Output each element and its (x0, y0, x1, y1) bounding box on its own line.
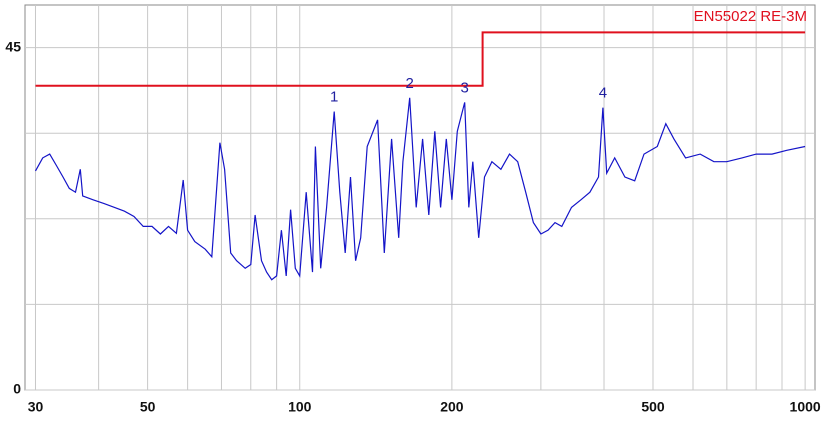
x-tick-label: 100 (288, 399, 312, 415)
x-tick-label: 50 (140, 399, 156, 415)
marker-label: 2 (405, 75, 413, 92)
legend-label: EN55022 RE-3M (694, 8, 807, 25)
x-tick-label: 30 (28, 399, 44, 415)
x-tick-label: 200 (440, 399, 464, 415)
plot-area (24, 4, 816, 391)
series-line (35, 31, 806, 87)
x-tick-label: 500 (641, 399, 665, 415)
x-tick-label: 1000 (790, 399, 821, 415)
marker-label: 3 (460, 79, 468, 96)
y-tick-label: 0 (13, 381, 21, 397)
series-line (34, 97, 806, 281)
marker-label: 4 (599, 85, 607, 102)
marker-label: 1 (330, 88, 338, 105)
y-tick-label: 45 (5, 38, 21, 54)
